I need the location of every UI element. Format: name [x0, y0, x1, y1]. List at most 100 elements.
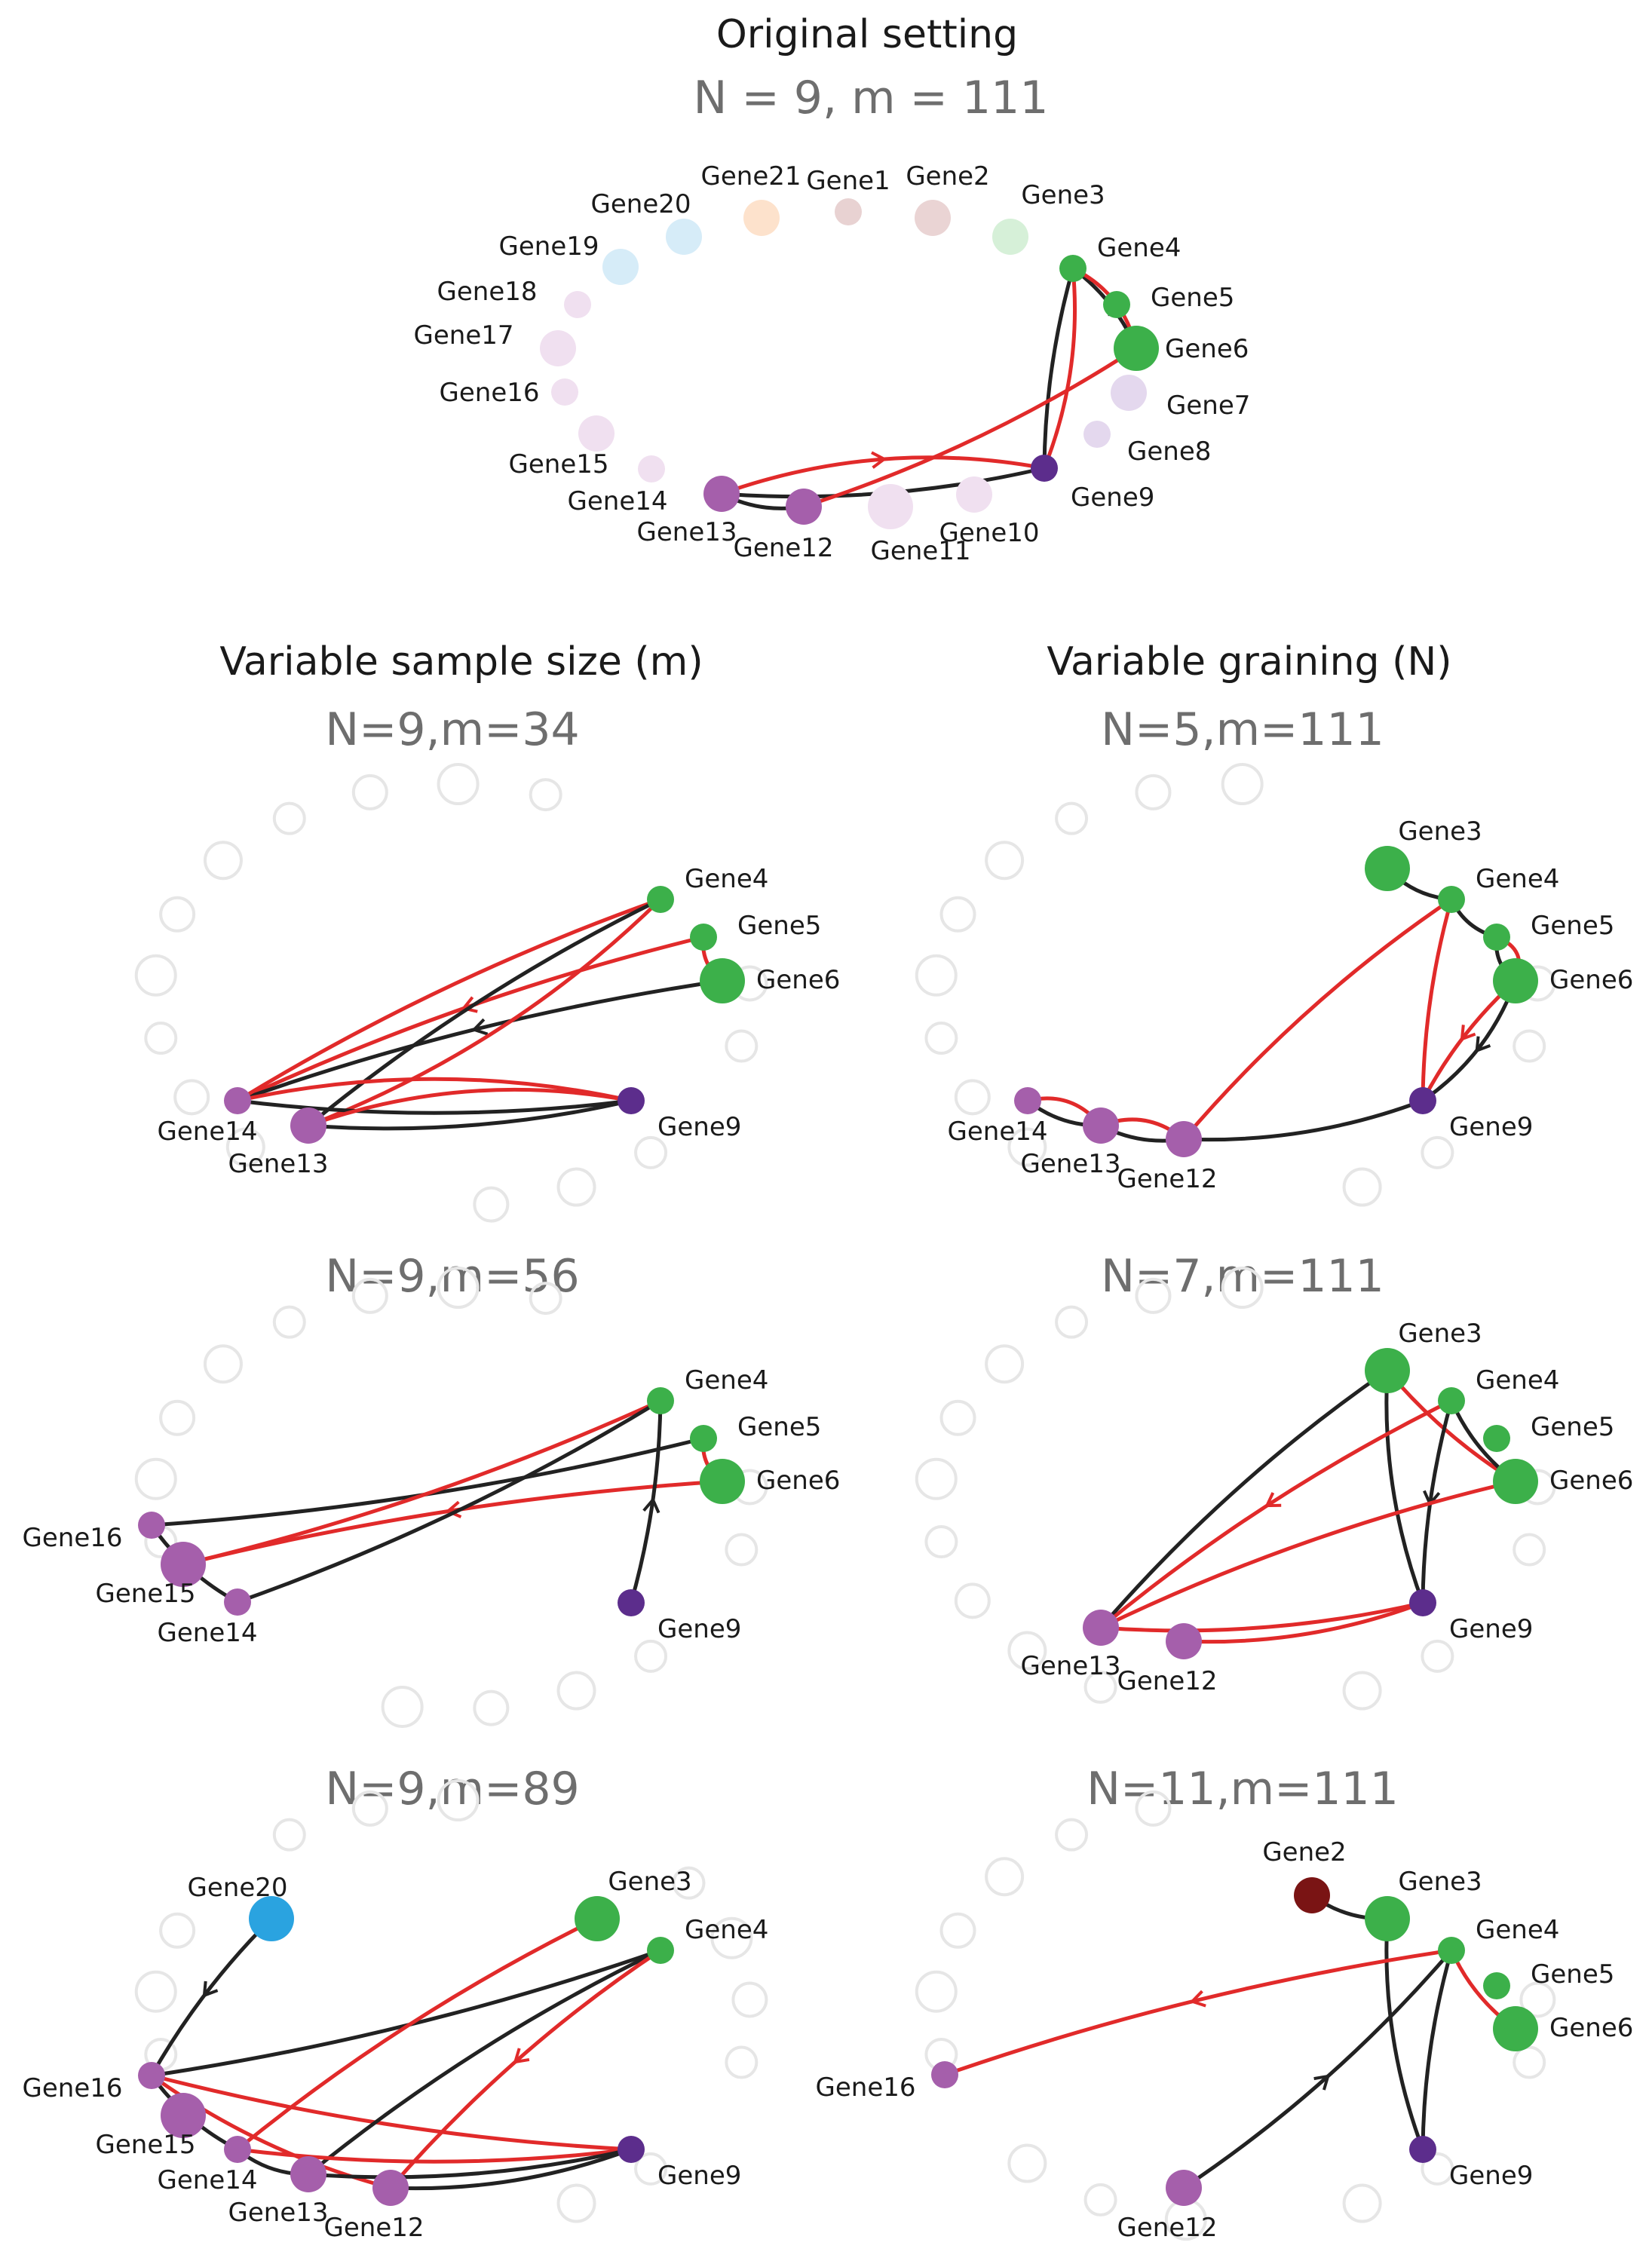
- edge-Gene6-Gene14: [237, 979, 723, 1103]
- inactive-gene-ring: [159, 896, 196, 933]
- inactive-gene-ring: [272, 1305, 306, 1339]
- gene-node-gene5: [1483, 1972, 1510, 1999]
- inactive-gene-ring: [1513, 1029, 1546, 1063]
- edge-arrowhead: [202, 1981, 219, 1998]
- gene-label: Gene4: [685, 1365, 768, 1395]
- gene-node-gene14: [224, 1588, 251, 1616]
- gene-label: Gene9: [1449, 1614, 1533, 1644]
- gene-node-gene4: [1059, 255, 1087, 282]
- gene-node-gene14: [224, 2136, 251, 2163]
- gene-node-gene16: [931, 2061, 958, 2088]
- inactive-gene-ring: [725, 1029, 759, 1063]
- edge-Gene6-Gene9: [1421, 980, 1518, 1103]
- gene-label: Gene20: [188, 1873, 288, 1903]
- inactive-gene-ring: [985, 1344, 1025, 1384]
- inactive-gene-ring: [915, 1457, 958, 1500]
- gene-label: Gene13: [1021, 1149, 1121, 1179]
- gene-label: Gene16: [23, 2073, 123, 2103]
- gene-node-gene12: [1166, 1121, 1202, 1157]
- inactive-gene-ring: [634, 2152, 668, 2186]
- gene-node-gene19: [602, 249, 639, 285]
- gene-node-gene3: [992, 219, 1028, 255]
- gene-node-gene4: [1438, 1387, 1465, 1414]
- panel-m56: N=9,m=56 Gene4 Gene5 Gene6 Gene9 Gene14 Gene15…: [23, 1250, 840, 1729]
- gene-node-gene2: [915, 200, 951, 236]
- gene-node-gene18: [564, 291, 591, 318]
- gene-label: Gene19: [499, 231, 599, 262]
- inactive-gene-ring: [529, 1282, 562, 1316]
- gene-label: Gene5: [737, 911, 821, 941]
- panel-subtitle: N=9,m=34: [325, 703, 579, 756]
- gene-label: Gene13: [228, 2198, 329, 2228]
- gene-label: Gene13: [1021, 1651, 1121, 1681]
- gene-node-gene5: [1483, 1425, 1510, 1452]
- inactive-gene-ring: [924, 1022, 958, 1055]
- gene-label: Gene15: [96, 1579, 196, 1609]
- gene-node-gene9: [618, 1589, 645, 1616]
- left-column-title: Variable sample size (m): [219, 639, 703, 685]
- edge-Gene13-Gene9: [308, 2147, 632, 2180]
- gene-label: Gene20: [591, 189, 691, 219]
- inactive-gene-ring: [556, 1167, 596, 1207]
- gene-label: Gene16: [816, 2072, 916, 2103]
- gene-node-gene12: [1166, 1623, 1202, 1659]
- inactive-gene-ring: [939, 896, 976, 933]
- inactive-gene-ring: [473, 1186, 510, 1223]
- inactive-gene-ring: [1055, 801, 1089, 835]
- gene-node-gene3: [1365, 1896, 1410, 1941]
- inactive-gene-ring: [1083, 2183, 1117, 2216]
- gene-label: Gene14: [158, 1618, 258, 1648]
- edge-Gene14-Gene9: [237, 1098, 632, 1115]
- gene-node-gene5: [690, 1425, 717, 1452]
- panel-n7: N=7,m=111 Gene3 Gene4 Gene5 Gene6 Gene9 Gene12…: [915, 1250, 1633, 1711]
- gene-label: Gene4: [1476, 1915, 1559, 1945]
- gene-label: Gene9: [1071, 483, 1154, 513]
- inactive-gene-ring: [915, 954, 958, 997]
- gene-node-gene6: [700, 1459, 745, 1504]
- inactive-gene-ring: [134, 1970, 177, 2013]
- gene-node-gene6: [700, 958, 745, 1003]
- inactive-gene-ring: [381, 1686, 424, 1729]
- inactive-gene-ring: [437, 763, 480, 806]
- gene-label: Gene5: [1531, 911, 1614, 941]
- panel-m89: N=9,m=89Gene3Gene4Gene9Gene12Gene13Gene1…: [23, 1763, 769, 2243]
- inactive-gene-ring: [1083, 1670, 1117, 1704]
- inactive-gene-ring: [529, 778, 562, 812]
- inactive-gene-ring: [954, 1079, 991, 1116]
- gene-node-gene9: [618, 1087, 645, 1114]
- edge-arrowhead: [513, 2048, 530, 2064]
- inactive-gene-ring: [1513, 1533, 1546, 1567]
- edge-Gene4-Gene13: [1099, 1398, 1453, 1629]
- inactive-gene-ring: [985, 1857, 1025, 1897]
- gene-node-gene15: [578, 415, 615, 452]
- edge-Gene4-Gene13: [307, 1948, 662, 2176]
- gene-node-gene9: [618, 2136, 645, 2163]
- gene-node-gene4: [647, 1387, 674, 1414]
- edge-Gene13-Gene9: [308, 1087, 632, 1128]
- edge-arrowhead: [445, 1500, 462, 1518]
- inactive-gene-ring: [1055, 1818, 1089, 1852]
- gene-node-gene14: [1014, 1087, 1041, 1114]
- inactive-gene-ring: [437, 1267, 480, 1310]
- edge-Gene4-Gene12: [389, 1948, 662, 2189]
- edge-Gene14-Gene4: [237, 1398, 662, 1604]
- edge-arrowhead: [1313, 2074, 1331, 2091]
- gene-node-gene3: [1365, 1348, 1410, 1393]
- edge-arrowhead: [1460, 1025, 1476, 1042]
- gene-node-gene13: [290, 1107, 326, 1144]
- gene-node-gene17: [540, 330, 576, 366]
- gene-label: Gene16: [23, 1523, 123, 1553]
- gene-label: Gene8: [1127, 437, 1211, 467]
- edge-Gene6-Gene15: [182, 1479, 723, 1567]
- panel-subtitle: N=9,m=89: [325, 1763, 579, 1815]
- inactive-gene-ring: [1007, 1127, 1047, 1167]
- inactive-gene-ring: [556, 2183, 596, 2223]
- gene-label: Gene4: [1476, 864, 1559, 894]
- inactive-gene-ring: [954, 1582, 991, 1619]
- gene-label: Gene7: [1166, 391, 1250, 421]
- inactive-gene-ring: [939, 1912, 976, 1949]
- edge-Gene3-Gene9: [1384, 1370, 1425, 1604]
- gene-label: Gene21: [701, 161, 801, 191]
- gene-node-gene5: [690, 924, 717, 951]
